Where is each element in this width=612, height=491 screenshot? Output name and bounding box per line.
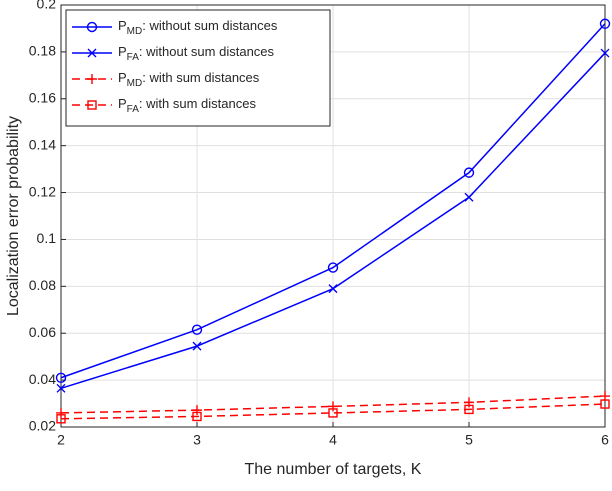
marker [192,411,202,422]
marker [87,100,97,110]
y-tick-label: 0.2 [37,0,57,12]
y-tick-label: 0.06 [29,324,56,340]
marker [56,383,66,393]
marker [87,74,97,84]
y-tick-label: 0.02 [29,418,56,434]
y-tick-label: 0.08 [29,277,56,293]
marker [56,407,66,418]
marker [464,404,474,415]
x-tick-label: 4 [329,432,337,448]
legend-label: PMD: with sum distances [118,70,260,88]
marker [192,341,202,351]
marker [600,48,610,58]
marker [191,324,203,335]
marker [328,408,338,418]
y-axis-label: Localization error probability [5,116,22,316]
y-tick-label: 0.1 [37,230,57,246]
y-tick-label: 0.04 [29,371,56,387]
x-tick-label: 3 [193,432,201,448]
legend-label: PFA: with sum distances [118,96,256,114]
series-line [60,23,606,379]
marker [599,18,611,29]
y-tick-label: 0.18 [29,43,56,59]
marker [464,192,474,202]
y-tick-label: 0.14 [29,136,56,152]
legend-box [65,9,331,127]
marker [463,167,475,178]
plot-frame [60,4,606,428]
y-tick-label: 0.12 [29,183,56,199]
marker [328,284,338,294]
marker [600,399,610,409]
x-tick-label: 6 [601,432,609,448]
marker [192,405,202,416]
x-tick-label: 5 [465,432,473,448]
marker [86,21,98,33]
marker [55,372,67,383]
marker [327,262,339,273]
marker [328,401,338,412]
marker [87,48,97,58]
legend-label: PMD: without sum distances [118,18,278,36]
x-tick-label: 2 [57,432,65,448]
y-tick-label: 0.16 [29,89,56,105]
x-axis-label: The number of targets, K [245,461,422,478]
legend-label: PFA: without sum distances [118,44,275,62]
marker [56,414,66,424]
